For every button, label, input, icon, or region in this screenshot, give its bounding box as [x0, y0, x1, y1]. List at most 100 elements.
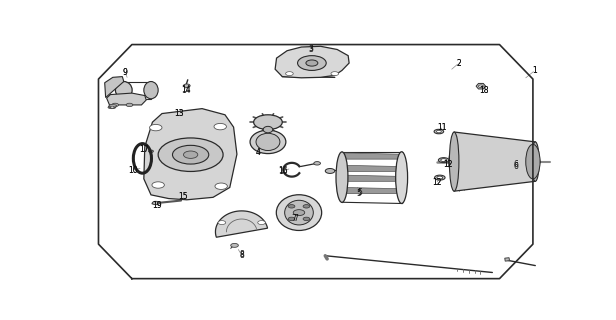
Text: 16: 16 [278, 166, 288, 175]
Circle shape [126, 103, 133, 107]
Ellipse shape [254, 115, 282, 130]
Ellipse shape [250, 130, 286, 154]
Polygon shape [216, 211, 267, 237]
Text: 12: 12 [444, 160, 453, 169]
Text: 3: 3 [309, 45, 314, 54]
Circle shape [184, 151, 198, 158]
Text: 11: 11 [437, 123, 447, 132]
Text: 3: 3 [309, 44, 314, 53]
Text: 17: 17 [139, 145, 148, 154]
Text: 17: 17 [139, 145, 148, 154]
Ellipse shape [263, 126, 273, 133]
Text: 11: 11 [437, 123, 447, 132]
Ellipse shape [336, 152, 348, 202]
Text: 4: 4 [256, 148, 261, 157]
Ellipse shape [115, 82, 132, 99]
Text: 7: 7 [293, 214, 298, 223]
Circle shape [214, 124, 227, 130]
Ellipse shape [434, 129, 444, 134]
Circle shape [293, 210, 305, 216]
Text: 12: 12 [444, 160, 453, 169]
Text: 15: 15 [178, 192, 188, 201]
Circle shape [218, 220, 225, 225]
Ellipse shape [298, 56, 326, 70]
Text: 6: 6 [514, 162, 519, 171]
Polygon shape [448, 132, 540, 191]
Text: 8: 8 [240, 250, 244, 259]
Text: 5: 5 [358, 188, 363, 197]
Polygon shape [344, 153, 399, 159]
Ellipse shape [256, 133, 280, 150]
Circle shape [158, 138, 223, 172]
Ellipse shape [439, 158, 449, 163]
Text: 18: 18 [479, 86, 488, 95]
Ellipse shape [109, 105, 116, 107]
Ellipse shape [306, 60, 318, 66]
Polygon shape [344, 188, 399, 194]
Circle shape [152, 201, 159, 205]
Circle shape [479, 85, 484, 87]
Polygon shape [107, 93, 146, 105]
Polygon shape [105, 76, 124, 98]
Polygon shape [344, 175, 399, 181]
Circle shape [303, 217, 310, 220]
Ellipse shape [108, 106, 116, 108]
Circle shape [112, 103, 118, 107]
Ellipse shape [450, 132, 459, 191]
Circle shape [172, 145, 209, 164]
Text: 18: 18 [479, 86, 488, 95]
Ellipse shape [395, 152, 408, 204]
Circle shape [325, 169, 335, 173]
Text: 19: 19 [152, 201, 162, 210]
Circle shape [331, 72, 339, 76]
Polygon shape [275, 46, 349, 78]
Ellipse shape [277, 195, 322, 230]
Ellipse shape [526, 144, 540, 179]
Text: 13: 13 [174, 109, 184, 118]
Polygon shape [144, 108, 237, 200]
Text: 9: 9 [123, 68, 127, 77]
Text: 13: 13 [174, 109, 184, 118]
Text: 9: 9 [123, 68, 127, 77]
Text: 2: 2 [456, 59, 461, 68]
Text: 1: 1 [532, 66, 537, 75]
Text: 10: 10 [129, 166, 138, 175]
Circle shape [437, 176, 443, 179]
Text: 4: 4 [256, 148, 261, 157]
Text: 2: 2 [456, 59, 461, 68]
Text: 6: 6 [514, 160, 519, 169]
Text: 15: 15 [178, 192, 188, 201]
Polygon shape [476, 84, 485, 89]
Circle shape [286, 72, 293, 76]
Circle shape [314, 162, 320, 165]
Circle shape [303, 204, 310, 208]
Text: 12: 12 [432, 178, 441, 187]
Text: 14: 14 [181, 85, 191, 94]
Text: 14: 14 [181, 86, 191, 95]
Ellipse shape [434, 175, 445, 180]
Circle shape [257, 220, 265, 225]
Text: 16: 16 [278, 167, 288, 176]
Circle shape [150, 124, 162, 131]
Polygon shape [344, 165, 399, 172]
Circle shape [184, 84, 190, 87]
Text: 12: 12 [432, 178, 441, 187]
Ellipse shape [285, 200, 314, 225]
Circle shape [215, 183, 227, 189]
Text: 19: 19 [152, 201, 162, 210]
Circle shape [110, 106, 114, 108]
Text: 5: 5 [356, 189, 361, 198]
Ellipse shape [532, 142, 539, 181]
Polygon shape [505, 258, 509, 261]
Text: 1: 1 [532, 66, 537, 75]
Ellipse shape [144, 82, 158, 99]
Circle shape [148, 150, 153, 153]
Circle shape [152, 182, 164, 188]
Circle shape [437, 130, 441, 133]
Circle shape [231, 244, 238, 247]
Text: 8: 8 [240, 251, 244, 260]
Circle shape [441, 159, 447, 162]
Circle shape [288, 204, 295, 208]
Ellipse shape [108, 105, 116, 108]
Circle shape [288, 217, 295, 220]
